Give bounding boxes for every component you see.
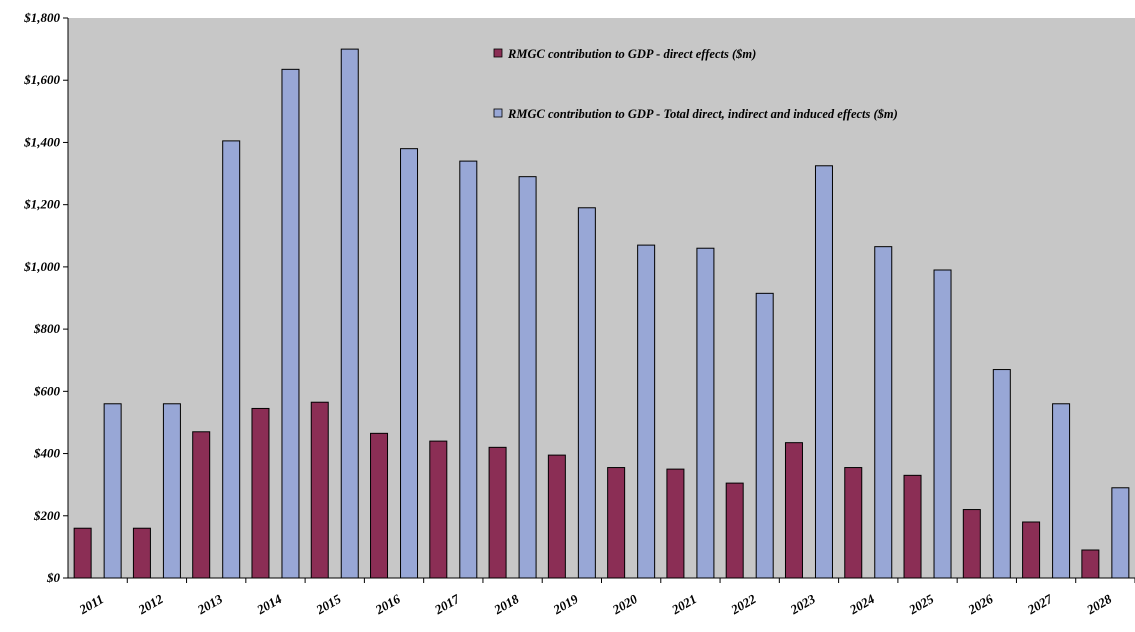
legend-swatch [493, 48, 503, 58]
x-tick-label: 2017 [431, 591, 462, 618]
y-tick-label: $1,600 [23, 72, 60, 87]
bar-direct-effects [844, 467, 863, 579]
bar-direct-effects [429, 440, 448, 579]
bar-total-effects [637, 244, 656, 579]
y-tick-label: $1,200 [23, 197, 60, 212]
bar-total-effects [340, 48, 359, 579]
bar-total-effects [222, 140, 241, 579]
bar-direct-effects [251, 407, 270, 579]
y-tick-label: $200 [33, 508, 61, 523]
legend-label: RMGC contribution to GDP - Total direct,… [507, 107, 898, 121]
bar-total-effects [281, 68, 300, 579]
bar-total-effects [400, 148, 419, 579]
bar-total-effects [696, 247, 715, 579]
x-tick-label: 2012 [135, 591, 166, 618]
x-tick-label: 2027 [1024, 591, 1055, 618]
bar-direct-effects [725, 482, 744, 579]
bar-direct-effects [370, 432, 389, 579]
bar-total-effects [459, 160, 478, 579]
bar-direct-effects [962, 509, 981, 579]
bar-direct-effects [132, 527, 151, 579]
x-tick-label: 2021 [668, 591, 699, 617]
x-tick-label: 2011 [76, 591, 106, 617]
y-tick-label: $0 [46, 570, 61, 585]
legend-swatch [493, 108, 503, 118]
bar-direct-effects [903, 474, 922, 579]
x-tick-label: 2016 [372, 591, 403, 618]
bar-direct-effects [666, 468, 685, 579]
bar-total-effects [755, 292, 774, 579]
y-tick-label: $400 [33, 446, 61, 461]
bar-total-effects [518, 176, 537, 579]
bar-direct-effects [310, 401, 329, 579]
y-axis: $0 $200 $400 $600 $800 $1,000 $1,200 $1,400 $1,6… [23, 10, 69, 585]
x-tick-label: 2014 [253, 591, 284, 618]
bar-direct-effects [607, 467, 626, 579]
bar-direct-effects [1081, 549, 1100, 579]
x-tick-label: 2024 [846, 591, 877, 618]
bar-total-effects [103, 403, 122, 579]
y-tick-label: $1,800 [23, 10, 60, 25]
bar-direct-effects [784, 442, 803, 579]
plot-area [68, 18, 1135, 578]
x-tick-label: 2019 [550, 591, 581, 618]
bar-direct-effects [1022, 521, 1041, 579]
y-tick-label: $1,000 [23, 259, 60, 274]
x-tick-label: 2013 [194, 591, 225, 618]
bar-total-effects [814, 165, 833, 579]
bar-total-effects [933, 269, 952, 579]
bar-total-effects [577, 207, 596, 579]
x-tick-label: 2015 [313, 591, 344, 618]
bars [73, 48, 1130, 579]
bar-direct-effects [547, 454, 566, 579]
x-tick-label: 2022 [728, 591, 759, 618]
x-tick-label: 2023 [787, 591, 818, 618]
y-tick-label: $800 [33, 321, 61, 336]
legend-label: RMGC contribution to GDP - direct effect… [507, 47, 756, 61]
x-tick-label: 2018 [490, 591, 521, 618]
legend: RMGC contribution to GDP - direct effect… [493, 47, 898, 121]
x-tick-label: 2028 [1083, 591, 1114, 618]
x-tick-label: 2026 [965, 591, 996, 618]
bar-direct-effects [192, 431, 211, 579]
bar-direct-effects [488, 446, 507, 579]
bar-total-effects [162, 403, 181, 579]
x-axis: 2011 2012 2013 2014 2015 2016 2017 2018 2019 2020… [68, 577, 1135, 618]
bar-total-effects [992, 369, 1011, 579]
bar-total-effects [874, 246, 893, 579]
bar-total-effects [1052, 403, 1071, 579]
x-tick-label: 2025 [905, 591, 936, 618]
bar-direct-effects [73, 527, 92, 579]
y-tick-label: $600 [33, 383, 61, 398]
y-tick-label: $1,400 [23, 134, 60, 149]
x-tick-label: 2020 [609, 591, 640, 618]
bar-total-effects [1111, 487, 1130, 579]
